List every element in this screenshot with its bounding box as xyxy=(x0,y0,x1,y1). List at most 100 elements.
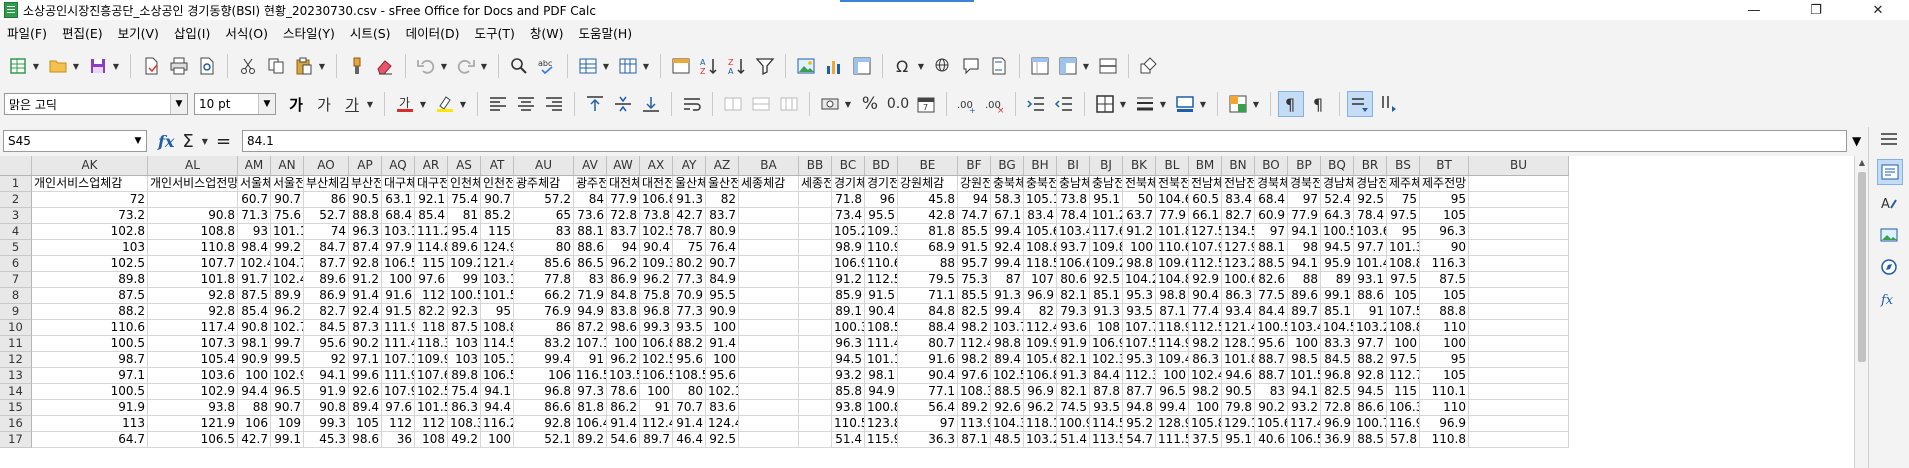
vertical-scrollbar[interactable]: ▲ xyxy=(1854,156,1869,468)
cell[interactable]: 101.2 xyxy=(1090,208,1123,224)
cell[interactable]: 94.5 xyxy=(832,352,865,368)
cell[interactable]: 대구전 xyxy=(415,176,448,192)
cell[interactable]: 전북전 xyxy=(1156,176,1189,192)
row-header[interactable]: 2 xyxy=(0,192,32,208)
cell[interactable]: 96.3 xyxy=(832,336,865,352)
cell[interactable]: 94.5 xyxy=(1321,240,1354,256)
cell[interactable]: 82.7 xyxy=(304,304,349,320)
cell[interactable]: 99.3 xyxy=(304,416,349,432)
cell[interactable]: 부산체감 xyxy=(304,176,349,192)
cell[interactable]: 115 xyxy=(1387,384,1420,400)
cell[interactable]: 91.9 xyxy=(32,400,148,416)
column-header[interactable]: AR xyxy=(415,156,448,175)
cell[interactable]: 52.4 xyxy=(1321,192,1354,208)
delete-decimal-button[interactable]: .00 × xyxy=(982,91,1008,117)
cell[interactable]: 106.3 xyxy=(1387,400,1420,416)
cell[interactable]: 103.2 xyxy=(1354,320,1387,336)
cell[interactable]: 96.2 xyxy=(640,272,673,288)
cell[interactable]: 107.1 xyxy=(382,352,415,368)
cell[interactable] xyxy=(739,192,799,208)
cell[interactable]: 90.5 xyxy=(349,192,382,208)
cell[interactable]: 90.8 xyxy=(304,400,349,416)
cell[interactable]: 84.4 xyxy=(1090,368,1123,384)
cell[interactable]: 65 xyxy=(514,208,574,224)
cell[interactable]: 88 xyxy=(238,400,271,416)
cell[interactable]: 97.6 xyxy=(415,272,448,288)
cell[interactable]: 110.8 xyxy=(148,240,238,256)
cell[interactable]: 94.4 xyxy=(238,384,271,400)
export-pdf-button[interactable] xyxy=(138,53,164,79)
cell[interactable] xyxy=(1469,224,1569,240)
row-header[interactable]: 1 xyxy=(0,176,32,192)
cell[interactable]: 87.5 xyxy=(448,320,481,336)
cell[interactable] xyxy=(739,352,799,368)
cell[interactable]: 102.9 xyxy=(271,368,304,384)
cell[interactable]: 70.7 xyxy=(673,400,706,416)
row-header[interactable]: 14 xyxy=(0,384,32,400)
cell[interactable]: 96.8 xyxy=(640,304,673,320)
cell[interactable] xyxy=(799,416,832,432)
chevron-down-icon[interactable]: ▼ xyxy=(602,61,610,71)
cell[interactable]: 110.5 xyxy=(832,416,865,432)
cell[interactable]: 90.5 xyxy=(1222,384,1255,400)
cell[interactable]: 91 xyxy=(640,400,673,416)
row-header[interactable]: 10 xyxy=(0,320,32,336)
column-header[interactable]: BQ xyxy=(1321,156,1354,175)
column-header[interactable]: AN xyxy=(271,156,304,175)
cell[interactable]: 107.7 xyxy=(1123,320,1156,336)
cell[interactable]: 112 xyxy=(382,416,415,432)
cell[interactable]: 82.6 xyxy=(1255,272,1288,288)
cell[interactable]: 103.4 xyxy=(1288,320,1321,336)
cell[interactable]: 93.6 xyxy=(1057,320,1090,336)
font-name-box[interactable]: 맑은 고딕 ▼ xyxy=(4,93,188,115)
cell[interactable]: 충남체 xyxy=(1057,176,1090,192)
cell[interactable] xyxy=(1469,416,1569,432)
cell[interactable]: 97.1 xyxy=(32,368,148,384)
sum-icon[interactable]: Σ xyxy=(182,131,194,152)
cell[interactable]: 106.4 xyxy=(574,416,607,432)
cell[interactable]: 106.6 xyxy=(1057,256,1090,272)
align-right-button[interactable] xyxy=(541,91,567,117)
cell[interactable] xyxy=(799,368,832,384)
cell[interactable]: 94.1 xyxy=(304,368,349,384)
chevron-down-icon[interactable]: ▼ xyxy=(1082,61,1090,71)
cell[interactable]: 40.6 xyxy=(1255,432,1288,448)
print-button[interactable] xyxy=(166,53,192,79)
cell[interactable]: 86.6 xyxy=(514,400,574,416)
column-header[interactable]: AX xyxy=(640,156,673,175)
cell[interactable]: 87.8 xyxy=(1090,384,1123,400)
chevron-down-icon[interactable]: ▼ xyxy=(642,61,650,71)
cell[interactable]: 46.4 xyxy=(673,432,706,448)
cell[interactable] xyxy=(799,224,832,240)
cell[interactable]: 110.8 xyxy=(1420,432,1469,448)
cell[interactable]: 107.5 xyxy=(1387,304,1420,320)
new-document-button[interactable] xyxy=(5,53,31,79)
cell[interactable]: 세종체감 xyxy=(739,176,799,192)
cell[interactable]: 100.3 xyxy=(832,320,865,336)
cell[interactable]: 92.8 xyxy=(148,288,238,304)
cell[interactable] xyxy=(1469,304,1569,320)
cell[interactable]: 96.9 xyxy=(1420,416,1469,432)
find-replace-button[interactable] xyxy=(506,53,532,79)
cell[interactable]: 100 xyxy=(1420,336,1469,352)
unmerge-cells-button[interactable] xyxy=(776,91,802,117)
cell[interactable]: 98.9 xyxy=(832,240,865,256)
cell[interactable]: 전남전 xyxy=(1222,176,1255,192)
cell[interactable] xyxy=(799,240,832,256)
cell[interactable]: 105.2 xyxy=(832,224,865,240)
cell[interactable]: 90.4 xyxy=(640,240,673,256)
cell[interactable]: 123.8 xyxy=(865,416,898,432)
row-button[interactable] xyxy=(575,53,601,79)
cell[interactable]: 49.2 xyxy=(448,432,481,448)
menu-item[interactable]: 스타일(Y) xyxy=(282,25,335,41)
cell[interactable]: 83.4 xyxy=(1024,208,1057,224)
cell[interactable]: 84 xyxy=(574,192,607,208)
cell[interactable]: 92.6 xyxy=(349,384,382,400)
cell[interactable]: 108.8 xyxy=(1387,320,1420,336)
row-header[interactable]: 6 xyxy=(0,256,32,272)
cell[interactable]: 107.5 xyxy=(1123,336,1156,352)
cell[interactable]: 97.3 xyxy=(574,384,607,400)
cell[interactable]: 110 xyxy=(1420,400,1469,416)
clone-format-button[interactable] xyxy=(344,53,370,79)
sidebar-functions-button[interactable]: fx xyxy=(1877,287,1901,311)
